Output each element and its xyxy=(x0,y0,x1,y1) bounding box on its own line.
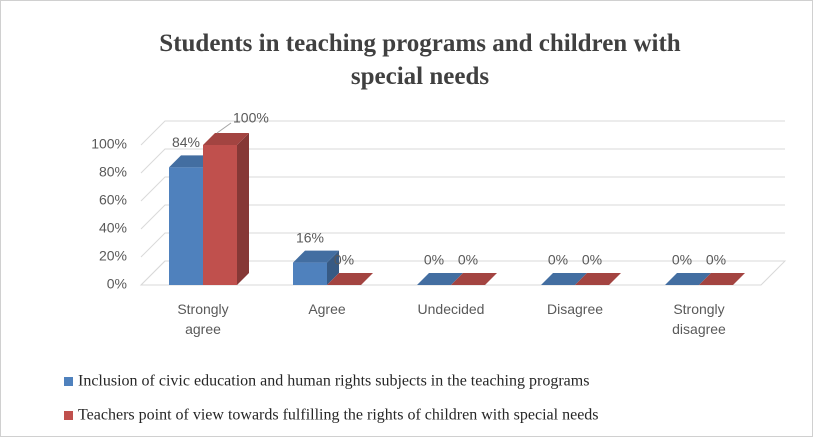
bar-front xyxy=(203,145,237,285)
bar-top xyxy=(417,273,463,285)
data-label: 0% xyxy=(458,252,478,268)
y-tick-label: 80% xyxy=(99,164,127,180)
x-tick-label: Agree xyxy=(308,301,346,317)
leader-line xyxy=(216,122,232,134)
chart-title: Students in teaching programs and childr… xyxy=(159,30,680,90)
grid-line xyxy=(140,260,785,286)
grid-line xyxy=(140,148,785,174)
bar-top xyxy=(665,273,711,285)
data-label: 0% xyxy=(424,252,444,268)
bar-top xyxy=(293,250,339,263)
bar-top xyxy=(203,133,249,145)
grid-line xyxy=(140,176,785,202)
data-label: 0% xyxy=(672,252,692,268)
bar xyxy=(665,273,711,285)
data-label: 84% xyxy=(172,134,200,150)
bar xyxy=(417,273,463,285)
legend-swatch xyxy=(64,377,73,386)
x-tick-label: Undecided xyxy=(418,301,485,317)
x-tick-label: Strongly disagree xyxy=(672,301,726,337)
y-tick-label: 40% xyxy=(99,220,127,236)
legend-label: Teachers point of view towards fulfillin… xyxy=(78,407,599,424)
legend-label: Inclusion of civic education and human r… xyxy=(78,373,589,390)
x-tick-label: Strongly agree xyxy=(177,301,228,337)
bar-top xyxy=(541,273,587,285)
bar xyxy=(575,273,621,285)
y-tick-label: 100% xyxy=(91,136,127,152)
y-tick-label: 0% xyxy=(107,276,127,292)
bar-top xyxy=(451,273,497,285)
bar-top xyxy=(699,273,745,285)
data-label: 0% xyxy=(582,252,602,268)
bar-front xyxy=(293,262,327,285)
legend-swatch xyxy=(64,411,73,420)
bar xyxy=(541,273,587,285)
y-tick-label: 20% xyxy=(99,248,127,264)
data-label: 0% xyxy=(706,252,726,268)
bar-front xyxy=(169,167,203,285)
grid-line xyxy=(140,204,785,230)
bar xyxy=(203,133,249,285)
data-label: 100% xyxy=(233,110,269,126)
grid-line xyxy=(140,120,785,146)
y-tick-label: 60% xyxy=(99,192,127,208)
grid-line xyxy=(140,232,785,258)
bar xyxy=(327,273,373,285)
data-label: 0% xyxy=(334,252,354,268)
x-tick-label: Disagree xyxy=(547,301,603,317)
bar xyxy=(699,273,745,285)
bar xyxy=(293,250,339,285)
bar-side xyxy=(327,250,339,285)
data-label: 16% xyxy=(296,229,324,245)
bar-side xyxy=(237,133,249,285)
data-label: 0% xyxy=(548,252,568,268)
bar-top xyxy=(327,273,373,285)
bar xyxy=(451,273,497,285)
bar-top xyxy=(575,273,621,285)
